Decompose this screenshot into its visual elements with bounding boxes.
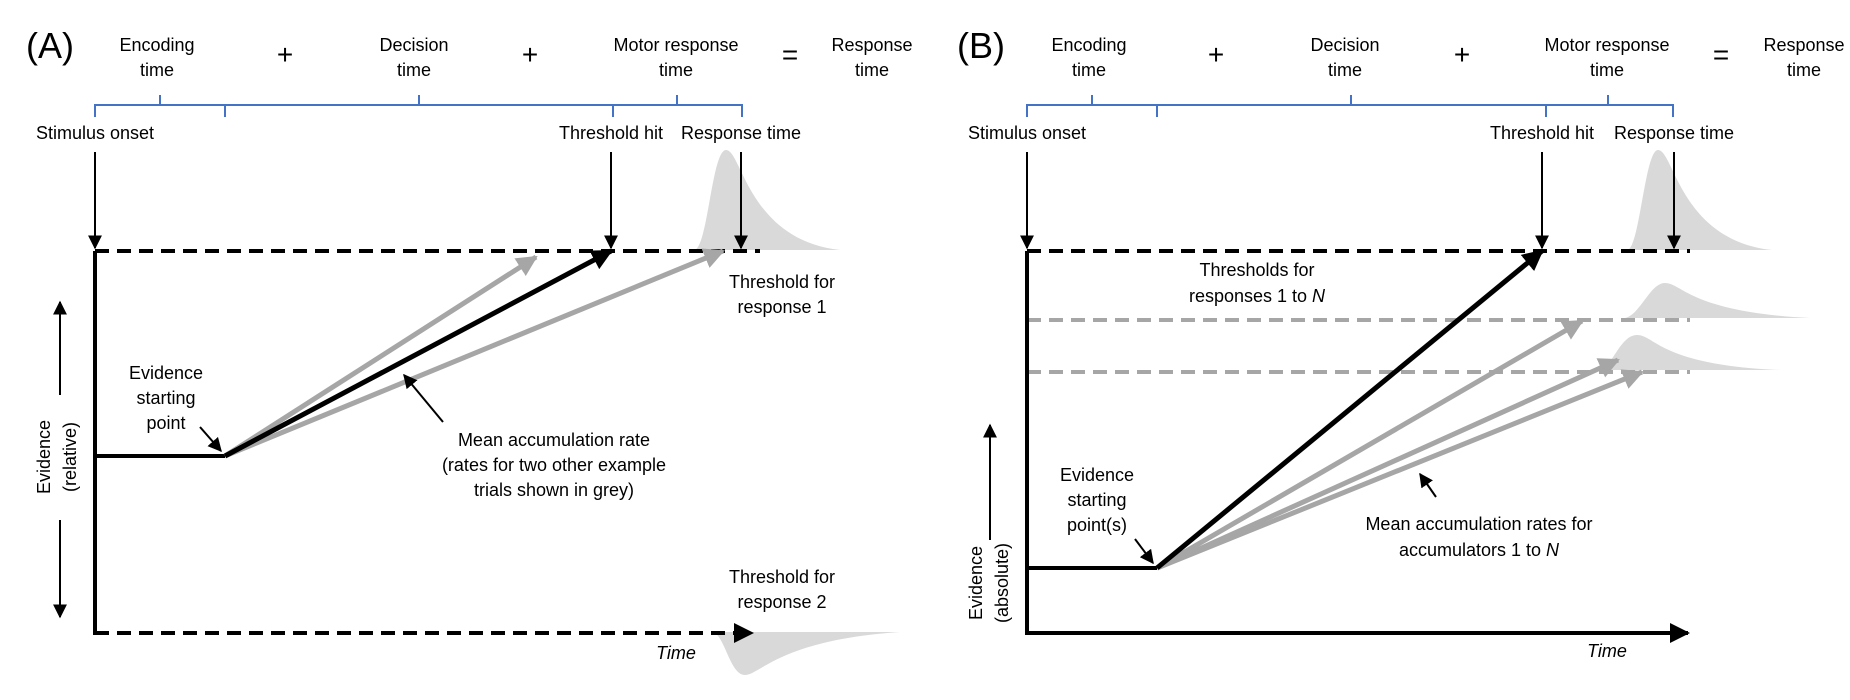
panel-b-letter: (B) — [957, 25, 1005, 66]
motor-time-label-line1: Motor response — [613, 35, 738, 55]
response-time-label-line2: time — [855, 60, 889, 80]
response-1-distribution — [695, 150, 840, 250]
decision-time-label-line2: time — [1328, 60, 1362, 80]
panel-b: (B) Encoding time + Decision time + Moto… — [957, 25, 1845, 661]
threshold-1-label-line2: response 1 — [737, 297, 826, 317]
grey-accumulation-arrow-slow — [224, 248, 725, 459]
starting-point-pointer — [199, 426, 222, 453]
grey-accumulation-arrow-n — [1156, 369, 1644, 571]
encoding-time-label-line1: Encoding — [1051, 35, 1126, 55]
encoding-bracket — [94, 95, 226, 117]
starting-point-label-line2: starting — [1067, 490, 1126, 510]
starting-point-label-line1: Evidence — [1060, 465, 1134, 485]
response-time-event-label: Response time — [681, 123, 801, 143]
y-axis-label-line2: (relative) — [60, 422, 80, 492]
response-2-distribution — [713, 632, 900, 675]
encoding-time-label-line2: time — [140, 60, 174, 80]
plus-sign: + — [1454, 39, 1470, 70]
accumulation-label-n: N — [1546, 540, 1560, 560]
response-time-event-label: Response time — [1614, 123, 1734, 143]
decision-time-label-line2: time — [397, 60, 431, 80]
grey-accumulation-arrow-3 — [1155, 357, 1620, 571]
threshold-hit-label: Threshold hit — [559, 123, 663, 143]
starting-point-label-line1: Evidence — [129, 363, 203, 383]
y-axis-label-line1: Evidence — [34, 420, 54, 494]
starting-point-label-line3: point(s) — [1067, 515, 1127, 535]
response-2-distribution — [1625, 283, 1810, 318]
thresholds-label-n: N — [1312, 286, 1326, 306]
threshold-2-label-line1: Threshold for — [729, 567, 835, 587]
accumulation-label-line2: accumulators 1 to N — [1399, 540, 1560, 560]
response-time-label-line2: time — [1787, 60, 1821, 80]
plus-sign: + — [522, 39, 538, 70]
grey-accumulation-arrow-2 — [1155, 318, 1584, 571]
encoding-time-label-line1: Encoding — [119, 35, 194, 55]
plus-sign: + — [1208, 39, 1224, 70]
motor-bracket — [1545, 95, 1674, 117]
encoding-time-label-line2: time — [1072, 60, 1106, 80]
response-n-distribution — [1600, 335, 1780, 370]
decision-time-label-line1: Decision — [379, 35, 448, 55]
response-time-label-line1: Response — [831, 35, 912, 55]
thresholds-label-line1: Thresholds for — [1199, 260, 1314, 280]
encoding-bracket — [1026, 95, 1158, 117]
decision-bracket — [1156, 95, 1547, 117]
stimulus-onset-label: Stimulus onset — [36, 123, 154, 143]
panel-b-header: Encoding time + Decision time + Motor re… — [1051, 35, 1844, 80]
panel-a: (A) Encoding time + Decision time + Moto… — [26, 25, 913, 675]
accumulation-rate-pointer — [1419, 472, 1437, 498]
panel-a-brackets — [94, 95, 743, 117]
motor-bracket — [612, 95, 743, 117]
threshold-2-label-line2: response 2 — [737, 592, 826, 612]
grey-accumulation-arrow-fast — [223, 254, 538, 459]
starting-point-label-line2: starting — [136, 388, 195, 408]
equals-sign: = — [782, 39, 798, 70]
panel-a-header: Encoding time + Decision time + Motor re… — [119, 35, 912, 80]
accumulation-label-line1: Mean accumulation rate — [458, 430, 650, 450]
accumulation-label-line1: Mean accumulation rates for — [1365, 514, 1592, 534]
mean-accumulation-arrow — [1155, 249, 1544, 570]
decision-bracket — [224, 95, 614, 117]
panel-b-brackets — [1026, 95, 1674, 117]
response-1-distribution — [1628, 150, 1772, 250]
panel-a-letter: (A) — [26, 25, 74, 66]
x-axis-label: Time — [656, 643, 696, 663]
y-axis-label-line1: Evidence — [966, 546, 986, 620]
x-axis-label: Time — [1587, 641, 1627, 661]
accumulation-label-line3: trials shown in grey) — [474, 480, 634, 500]
plus-sign: + — [277, 39, 293, 70]
motor-time-label-line1: Motor response — [1544, 35, 1669, 55]
stimulus-onset-label: Stimulus onset — [968, 123, 1086, 143]
accumulation-rate-pointer — [403, 373, 444, 423]
threshold-hit-label: Threshold hit — [1490, 123, 1594, 143]
accumulation-label-text: accumulators 1 to — [1399, 540, 1546, 560]
starting-point-label-line3: point — [146, 413, 185, 433]
thresholds-label-line2: responses 1 to N — [1189, 286, 1326, 306]
response-time-label-line1: Response — [1763, 35, 1844, 55]
accumulation-label-line2: (rates for two other example — [442, 455, 666, 475]
equals-sign: = — [1713, 39, 1729, 70]
mean-accumulation-arrow — [223, 248, 613, 459]
thresholds-label-text: responses 1 to — [1189, 286, 1312, 306]
starting-point-pointer — [1134, 538, 1154, 565]
decision-time-label-line1: Decision — [1310, 35, 1379, 55]
motor-time-label-line2: time — [1590, 60, 1624, 80]
threshold-1-label-line1: Threshold for — [729, 272, 835, 292]
y-axis-label-line2: (absolute) — [992, 543, 1012, 623]
motor-time-label-line2: time — [659, 60, 693, 80]
